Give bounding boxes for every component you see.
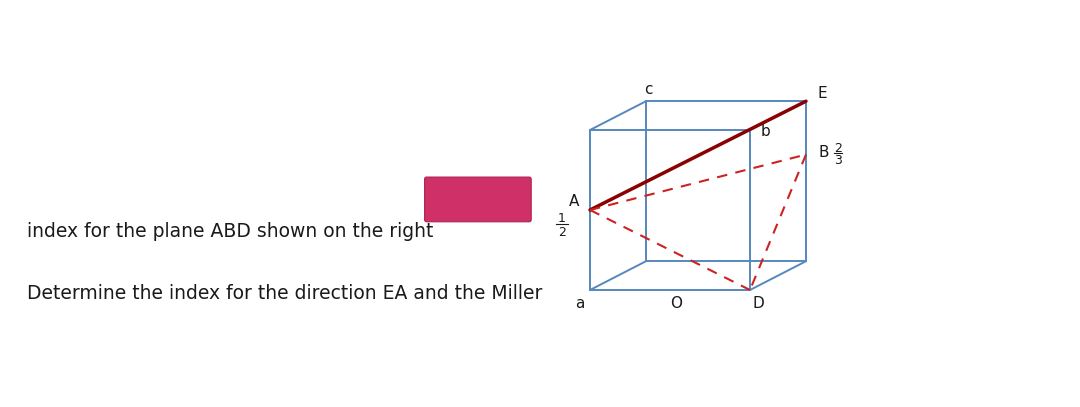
Text: A: A xyxy=(569,195,579,210)
Text: D: D xyxy=(752,297,764,311)
Text: index for the plane ABD shown on the right: index for the plane ABD shown on the rig… xyxy=(27,223,433,241)
Text: 1: 1 xyxy=(558,212,566,225)
Text: b: b xyxy=(761,125,771,140)
Text: 2: 2 xyxy=(558,225,566,239)
Text: B: B xyxy=(819,145,829,160)
Text: 3: 3 xyxy=(834,154,842,167)
Text: O: O xyxy=(670,297,681,311)
Text: E: E xyxy=(818,86,827,101)
FancyBboxPatch shape xyxy=(424,177,531,222)
Text: c: c xyxy=(644,82,652,97)
Text: Determine the index for the direction EA and the Miller: Determine the index for the direction EA… xyxy=(27,284,542,302)
Text: 2: 2 xyxy=(834,142,842,155)
Text: a: a xyxy=(576,297,584,311)
